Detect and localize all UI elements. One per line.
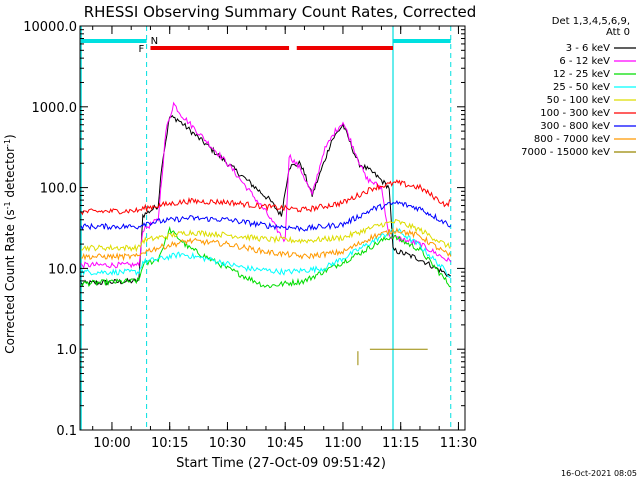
plot-frame xyxy=(79,25,466,431)
x-tick-label: 10:30 xyxy=(209,436,246,451)
y-tick-label: 1.0 xyxy=(56,343,77,358)
x-tick-label: 11:15 xyxy=(382,436,419,451)
legend-label: 300 - 800 keV xyxy=(540,121,610,132)
x-tick-label: 10:45 xyxy=(266,436,303,451)
plot-marks: NF xyxy=(80,26,452,430)
series-line-5 xyxy=(80,179,451,216)
y-tick-label: 10.0 xyxy=(48,262,77,277)
x-tick-label: 10:00 xyxy=(93,436,130,451)
series-line-0 xyxy=(80,114,452,287)
legend-header: Det 1,3,4,5,6,9, xyxy=(552,16,630,27)
x-tick-label: 10:15 xyxy=(151,436,188,451)
legend-header: Att 0 xyxy=(606,27,630,38)
y-tick-label: 10000.0 xyxy=(23,20,77,35)
x-axis-label: Start Time (27-Oct-09 09:51:42) xyxy=(176,456,386,471)
legend-label: 800 - 7000 keV xyxy=(534,134,610,145)
series-line-7 xyxy=(81,227,452,262)
y-axis-label: Corrected Count Rate (s-1 detector-1) xyxy=(3,134,17,353)
legend-label: 50 - 100 keV xyxy=(547,95,611,106)
y-tick-label: 100.0 xyxy=(40,182,77,197)
legend-label: 12 - 25 keV xyxy=(553,69,610,80)
legend-label: 7000 - 15000 keV xyxy=(521,147,610,158)
y-axis-label-sup: -1 xyxy=(3,201,12,209)
legend-label: 25 - 50 keV xyxy=(553,82,610,93)
legend-label: 6 - 12 keV xyxy=(559,56,610,67)
x-tick-label: 11:30 xyxy=(440,436,477,451)
chart-title: RHESSI Observing Summary Count Rates, Co… xyxy=(84,3,477,21)
legend-label: 100 - 300 keV xyxy=(540,108,610,119)
legend-label: 3 - 6 keV xyxy=(566,43,610,54)
night-label: N xyxy=(151,36,158,47)
y-axis-label-sup: -1 xyxy=(3,139,12,147)
y-axis-label-part: Corrected Count Rate (s xyxy=(3,209,17,353)
legend: Det 1,3,4,5,6,9,Att 0 3 - 6 keV 6 - 12 keV… xyxy=(521,16,636,158)
footer-date: 16-Oct-2021 08:05 xyxy=(561,469,637,478)
axes: 10000.0 1000.0 100.0 10.0 1.0 0.1 10:00 10:15 10… xyxy=(23,20,477,451)
series-line-2 xyxy=(80,226,451,289)
series-line-3 xyxy=(80,228,452,279)
y-axis-label-part: ) xyxy=(3,134,17,139)
y-tick-label: 1000.0 xyxy=(32,101,78,116)
y-tick-label: 0.1 xyxy=(56,424,77,439)
flare-label: F xyxy=(138,44,144,55)
series-line-6 xyxy=(80,200,452,232)
y-axis-label-part: detector xyxy=(3,147,17,202)
x-tick-label: 11:00 xyxy=(324,436,361,451)
series-line-1 xyxy=(80,101,452,269)
series-line-4 xyxy=(81,218,451,253)
